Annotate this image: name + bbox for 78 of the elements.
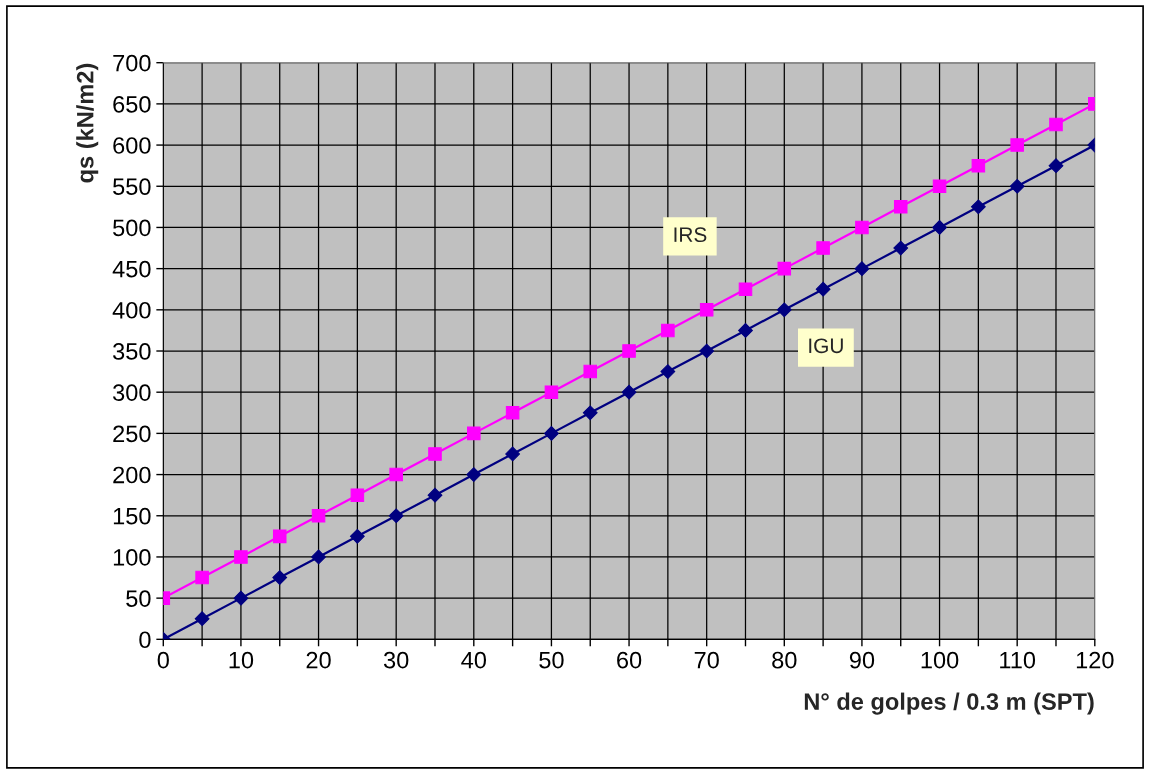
y-tick-label: 700 — [113, 54, 151, 72]
point — [971, 158, 986, 173]
x-tick-label: 20 — [306, 651, 331, 669]
y-tick-label: 400 — [112, 301, 151, 319]
point — [893, 240, 909, 256]
y-tick-label: 150 — [113, 507, 151, 525]
x-tick-label: 50 — [539, 651, 564, 669]
point — [311, 508, 326, 523]
point — [854, 261, 870, 277]
x-tick-label: 40 — [461, 651, 487, 669]
series-label: IGU — [809, 338, 843, 354]
point — [350, 488, 365, 502]
point — [1048, 158, 1064, 174]
point — [1009, 178, 1025, 194]
x-tick-label: 80 — [772, 651, 797, 669]
point — [544, 385, 559, 399]
point — [427, 487, 443, 503]
point — [622, 344, 636, 358]
point — [855, 220, 869, 235]
point — [466, 467, 482, 482]
point — [1010, 138, 1024, 152]
point — [467, 426, 481, 441]
y-tick-label: 650 — [113, 95, 151, 113]
point — [505, 446, 521, 462]
point — [272, 570, 288, 585]
point — [349, 528, 365, 544]
x-tick-label: 0 — [157, 651, 169, 669]
x-tick-label: 120 — [1076, 651, 1114, 669]
point — [582, 405, 598, 421]
point — [583, 364, 598, 379]
y-tick-label: 200 — [113, 466, 151, 484]
y-tick-label: 350 — [113, 343, 151, 360]
point — [233, 590, 249, 606]
point — [738, 323, 753, 338]
point — [272, 529, 287, 544]
point — [544, 425, 559, 441]
point — [970, 199, 986, 215]
point — [816, 241, 830, 255]
point — [776, 302, 792, 318]
point — [621, 384, 637, 400]
point — [932, 179, 947, 194]
x-tick-label: 30 — [383, 651, 409, 669]
point — [699, 343, 715, 359]
y-tick-label: 300 — [113, 384, 151, 401]
point — [234, 550, 248, 564]
x-tick-label: 100 — [921, 651, 959, 669]
y-tick-label: 550 — [113, 178, 151, 196]
point — [699, 303, 714, 317]
point — [311, 549, 326, 565]
point — [195, 570, 209, 585]
x-tick-label: 90 — [849, 651, 875, 669]
point — [505, 406, 520, 420]
point — [388, 508, 404, 524]
point — [815, 281, 831, 297]
point — [777, 261, 792, 276]
point — [194, 611, 210, 627]
point — [738, 282, 753, 296]
point — [1049, 117, 1063, 132]
point — [932, 220, 947, 235]
y-tick-label: 0 — [139, 631, 151, 649]
y-tick-label: 500 — [113, 219, 151, 237]
point — [893, 200, 908, 214]
y-axis-title: qs (kN/m2) — [76, 63, 99, 183]
point — [661, 323, 675, 338]
point — [389, 467, 403, 482]
x-tick-label: 60 — [617, 651, 642, 669]
y-tick-label: 450 — [112, 260, 151, 278]
y-tick-label: 600 — [113, 137, 151, 154]
text: IRS — [674, 227, 707, 243]
point — [660, 364, 676, 379]
x-tick-label: 10 — [229, 651, 254, 669]
x-tick-label: 110 — [1000, 651, 1036, 669]
y-tick-label: 100 — [113, 549, 151, 566]
x-axis-title: N° de golpes / 0.3 m (SPT) — [804, 692, 1094, 715]
y-tick-label: 250 — [113, 425, 151, 443]
y-tick-label: 50 — [126, 590, 151, 607]
point — [428, 447, 442, 461]
x-tick-label: 70 — [694, 651, 719, 669]
